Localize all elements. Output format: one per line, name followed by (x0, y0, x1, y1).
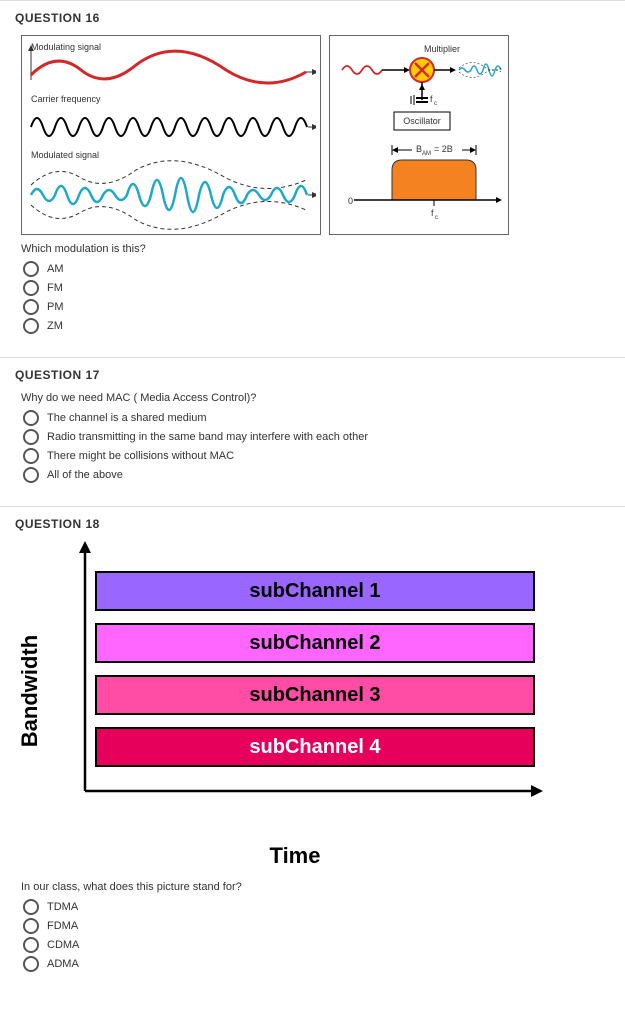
q17-title: QUESTION 17 (15, 368, 610, 382)
option-label: There might be collisions without MAC (47, 450, 234, 462)
q18-chart: Bandwidth subChannel 1 subChannel 2 subC… (35, 541, 555, 841)
q16-options: AM FM PM ZM (23, 261, 610, 334)
q18-option-fdma[interactable]: FDMA (23, 918, 610, 934)
svg-text:AM: AM (422, 151, 431, 157)
modulated-label: Modulated signal (31, 150, 99, 160)
radio-icon[interactable] (23, 429, 39, 445)
input-wave-icon (342, 66, 382, 74)
q17-question: Why do we need MAC ( Media Access Contro… (21, 392, 610, 404)
radio-icon[interactable] (23, 956, 39, 972)
q16-right-svg: Multiplier (334, 40, 506, 232)
spectrum-block (392, 160, 476, 200)
radio-icon[interactable] (23, 318, 39, 334)
q17-options: The channel is a shared medium Radio tra… (23, 410, 610, 483)
q18-options: TDMA FDMA CDMA ADMA (23, 899, 610, 972)
q18-bars: subChannel 1 subChannel 2 subChannel 3 s… (95, 571, 535, 779)
q16-title: QUESTION 16 (15, 11, 610, 25)
option-label: The channel is a shared medium (47, 412, 207, 424)
q16-option-zm[interactable]: ZM (23, 318, 610, 334)
carrier-wave (31, 118, 307, 136)
subchannel-1-bar: subChannel 1 (95, 571, 535, 611)
envelope-bot (31, 201, 306, 229)
option-label: TDMA (47, 901, 78, 913)
radio-icon[interactable] (23, 467, 39, 483)
option-label: FM (47, 282, 63, 294)
radio-icon[interactable] (23, 299, 39, 315)
output-wave-icon (459, 62, 501, 77)
option-label: ADMA (47, 958, 79, 970)
multiplier-label: Multiplier (424, 44, 460, 54)
option-label: FDMA (47, 920, 78, 932)
q17-option-4[interactable]: All of the above (23, 467, 610, 483)
radio-icon[interactable] (23, 410, 39, 426)
subchannel-2-bar: subChannel 2 (95, 623, 535, 663)
question-18: QUESTION 18 Bandwidth subChannel 1 subCh… (0, 506, 625, 995)
option-label: ZM (47, 320, 63, 332)
radio-icon[interactable] (23, 937, 39, 953)
q16-question: Which modulation is this? (21, 243, 610, 255)
option-label: CDMA (47, 939, 79, 951)
q16-left-panel: Modulating signal Carrier frequency Modu… (21, 35, 321, 235)
q16-diagram: Modulating signal Carrier frequency Modu… (21, 35, 610, 235)
envelope-top (31, 161, 306, 189)
modulating-wave (31, 51, 306, 83)
q18-option-adma[interactable]: ADMA (23, 956, 610, 972)
modulated-wave (31, 178, 307, 212)
radio-icon[interactable] (23, 448, 39, 464)
q16-option-am[interactable]: AM (23, 261, 610, 277)
radio-icon[interactable] (23, 899, 39, 915)
bar-label: subChannel 4 (249, 736, 380, 759)
radio-icon[interactable] (23, 918, 39, 934)
radio-icon[interactable] (23, 280, 39, 296)
q16-option-fm[interactable]: FM (23, 280, 610, 296)
modulating-label: Modulating signal (31, 42, 101, 52)
q16-option-pm[interactable]: PM (23, 299, 610, 315)
question-16: QUESTION 16 Modulating signal Carrier fr… (0, 0, 625, 357)
zero-label: 0 (348, 196, 353, 206)
option-label: All of the above (47, 469, 123, 481)
q18-option-tdma[interactable]: TDMA (23, 899, 610, 915)
svg-text:f: f (430, 94, 433, 104)
y-axis-label: Bandwidth (17, 635, 43, 747)
svg-text:f: f (431, 208, 434, 218)
oscillator-label: Oscillator (403, 116, 441, 126)
bar-label: subChannel 2 (249, 632, 380, 655)
svg-text:= 2B: = 2B (434, 144, 453, 154)
option-label: PM (47, 301, 64, 313)
subchannel-3-bar: subChannel 3 (95, 675, 535, 715)
carrier-label: Carrier frequency (31, 94, 101, 104)
q18-question: In our class, what does this picture sta… (21, 881, 610, 893)
subchannel-4-bar: subChannel 4 (95, 727, 535, 767)
q17-option-3[interactable]: There might be collisions without MAC (23, 448, 610, 464)
question-17: QUESTION 17 Why do we need MAC ( Media A… (0, 357, 625, 506)
svg-text:c: c (434, 101, 437, 107)
option-label: Radio transmitting in the same band may … (47, 431, 368, 443)
svg-text:c: c (435, 215, 438, 221)
q16-right-panel: Multiplier (329, 35, 509, 235)
q18-title: QUESTION 18 (15, 517, 610, 531)
q18-option-cdma[interactable]: CDMA (23, 937, 610, 953)
q17-option-2[interactable]: Radio transmitting in the same band may … (23, 429, 610, 445)
bar-label: subChannel 3 (249, 684, 380, 707)
bar-label: subChannel 1 (249, 580, 380, 603)
option-label: AM (47, 263, 64, 275)
q16-left-svg: Modulating signal Carrier frequency Modu… (26, 40, 316, 230)
x-axis-label: Time (270, 843, 321, 869)
radio-icon[interactable] (23, 261, 39, 277)
q17-option-1[interactable]: The channel is a shared medium (23, 410, 610, 426)
